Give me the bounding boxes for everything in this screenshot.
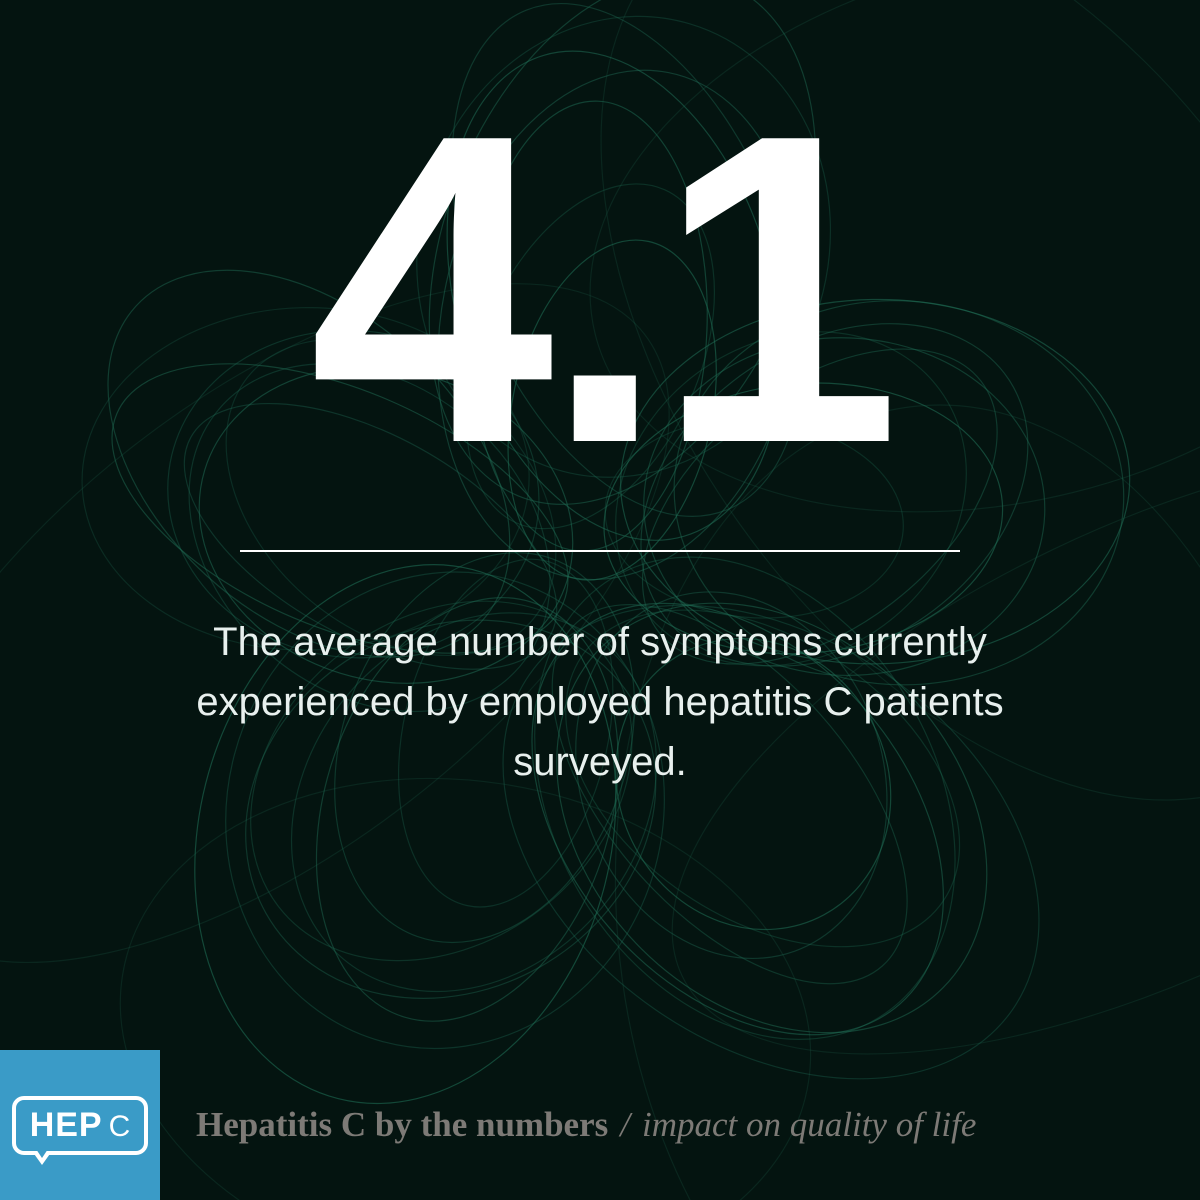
footer-title: Hepatitis C by the numbers: [196, 1105, 608, 1145]
main-content: 4.1 The average number of symptoms curre…: [0, 0, 1200, 1200]
badge-text-c: C: [109, 1110, 131, 1144]
stat-value: 4.1: [309, 70, 891, 510]
badge-text-hep: HEP: [30, 1106, 103, 1145]
divider-line: [240, 550, 960, 552]
footer-text: Hepatitis C by the numbers / impact on q…: [196, 1105, 976, 1145]
footer-subtitle: impact on quality of life: [642, 1105, 976, 1145]
stat-description: The average number of symptoms currently…: [190, 612, 1010, 792]
brand-badge: HEP C: [0, 1050, 160, 1200]
speech-bubble-icon: HEP C: [12, 1096, 149, 1155]
footer-bar: HEP C Hepatitis C by the numbers / impac…: [0, 1050, 1200, 1200]
footer-separator: /: [620, 1105, 630, 1145]
